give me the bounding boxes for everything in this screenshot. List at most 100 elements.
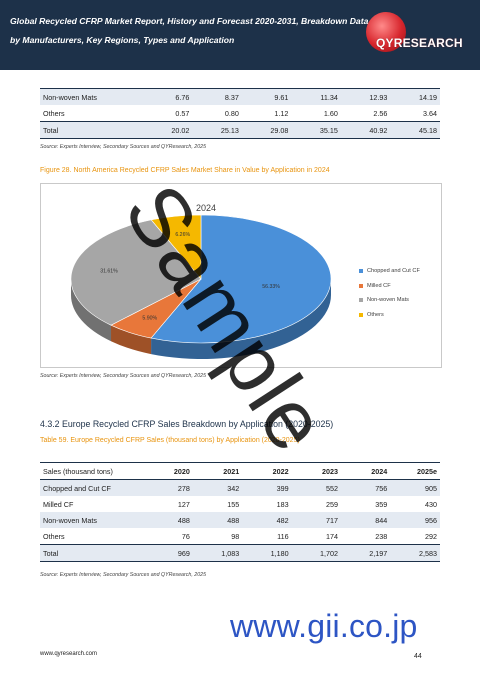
table-cell: 956 — [390, 512, 440, 528]
table-row: Non-woven Mats 488 488 482 717 844 956 — [40, 512, 440, 528]
table-cell: 20.02 — [142, 121, 193, 139]
table-cell: 11.34 — [291, 88, 341, 105]
column-header: 2024 — [340, 462, 391, 480]
table-row: Others 0.57 0.80 1.12 1.60 2.56 3.64 — [40, 105, 440, 122]
row-label: Total — [40, 544, 144, 562]
table-cell: 174 — [325, 531, 338, 541]
table-cell: 2,583 — [390, 544, 440, 562]
table-cell: 12.93 — [340, 88, 391, 105]
table-cell: 1.60 — [323, 108, 338, 118]
table-cell: 399 — [242, 479, 292, 496]
legend-item: Others — [359, 308, 420, 323]
table-cell: 8.37 — [192, 88, 242, 105]
column-header: 2023 — [291, 462, 341, 480]
pie-slice-non-woven-mats — [70, 219, 202, 326]
figure-caption: Figure 28. North America Recycled CFRP S… — [40, 167, 330, 174]
table-cell: 3.64 — [423, 108, 437, 118]
table-cell: 717 — [291, 512, 341, 528]
table-cell: 2.56 — [373, 108, 388, 118]
table-cell: 1.12 — [274, 108, 289, 118]
table-row: Total 20.02 25.13 29.08 35.15 40.92 45.18 — [40, 121, 440, 139]
chart-legend: Chopped and Cut CF Milled CF Non-woven Mat… — [359, 264, 420, 322]
row-label: Non-woven Mats — [40, 512, 144, 528]
sales-table-source-note: Source: Experts Interview, Secondary Sou… — [40, 572, 207, 578]
table-cell: 1,083 — [192, 544, 243, 562]
row-label: Others — [43, 531, 65, 541]
legend-swatch — [359, 269, 363, 274]
table-cell: 552 — [291, 479, 341, 496]
table-cell: 430 — [425, 499, 437, 509]
table-cell: 45.18 — [390, 121, 440, 139]
table-cell: 1,180 — [242, 544, 292, 562]
table-cell: 35.15 — [291, 121, 341, 139]
table-cell: 488 — [143, 512, 193, 528]
table-row: Milled CF 127 155 183 259 359 430 — [40, 496, 440, 512]
legend-item: Chopped and Cut CF — [359, 264, 420, 279]
column-header: 2025e — [390, 462, 440, 480]
table-cell: 25.13 — [192, 121, 242, 139]
legend-item: Non-woven Mats — [359, 293, 420, 308]
row-label: Milled CF — [43, 499, 74, 509]
pie-slice-others — [150, 214, 202, 280]
section-heading: 4.3.2 Europe Recycled CFRP Sales Breakdo… — [40, 419, 334, 429]
table-cell: 76 — [181, 531, 190, 541]
column-header: 2021 — [192, 462, 243, 480]
table-cell: 98 — [231, 531, 240, 541]
column-header: 2022 — [242, 462, 292, 480]
legend-label: Milled CF — [367, 282, 391, 289]
row-label: Non-woven Mats — [40, 88, 143, 105]
qyresearch-logo: QYRESEARCH — [364, 12, 470, 58]
pie-data-label: 5.90% — [142, 316, 157, 322]
table-cell: 259 — [325, 499, 338, 509]
table-row: Non-woven Mats 6.76 8.37 9.61 11.34 12.93 14.1… — [40, 88, 440, 105]
table-row: Chopped and Cut CF 278 342 399 552 756 905 — [40, 479, 440, 496]
legend-swatch — [359, 298, 363, 303]
table-cell: 488 — [192, 512, 243, 528]
logo-text: QYRESEARCH — [376, 36, 463, 50]
report-header: Global Recycled CFRP Market Report, Hist… — [0, 0, 480, 70]
pie-data-label: 6.26% — [175, 232, 190, 238]
table-cell: 29.08 — [241, 121, 292, 139]
table-cell: 2,197 — [340, 544, 391, 562]
pie-chart-panel: 2024 56.33% 5.90% 31.61% 6.26% Chopped and … — [40, 183, 442, 368]
table-cell: 9.61 — [241, 88, 292, 105]
table-cell: 278 — [143, 479, 193, 496]
row-label: Total — [40, 121, 143, 139]
figure-source-note: Source: Experts Interview, Secondary Sou… — [40, 373, 207, 379]
table-cell: 155 — [227, 499, 240, 509]
table-row: Total 969 1,083 1,180 1,702 2,197 2,583 — [40, 544, 440, 562]
table-cell: 127 — [177, 499, 190, 509]
pie-chart: 56.33% 5.90% 31.61% 6.26% — [70, 214, 332, 359]
pie-slice-side — [71, 279, 112, 342]
pie-data-label: 56.33% — [262, 284, 280, 290]
continued-value-table: Non-woven Mats 6.76 8.37 9.61 11.34 12.93 14.1… — [40, 88, 440, 139]
footer-url: www.qyresearch.com — [40, 651, 98, 657]
europe-sales-table: Sales (thousand tons) 2020 2021 2022 2023 202… — [40, 462, 440, 562]
table-cell: 342 — [192, 479, 243, 496]
table-cell: 969 — [143, 544, 193, 562]
table-source-note: Source: Experts Interview, Secondary Sou… — [40, 144, 207, 150]
logo-globe-icon — [366, 12, 406, 52]
table-cell: 905 — [390, 479, 440, 496]
gii-watermark: www.gii.co.jp — [230, 608, 418, 644]
legend-swatch — [359, 312, 363, 317]
pie-slice-side — [111, 325, 152, 355]
table-cell: 292 — [425, 531, 437, 541]
chart-title: 2024 — [195, 203, 217, 213]
legend-label: Chopped and Cut CF — [367, 268, 420, 275]
legend-label: Others — [367, 311, 384, 318]
pie-data-label: 31.61% — [100, 268, 118, 274]
table-cell: 6.76 — [142, 88, 193, 105]
legend-item: Milled CF — [359, 279, 420, 294]
page-number: 44 — [414, 653, 422, 660]
legend-label: Non-woven Mats — [367, 297, 409, 304]
table-cell: 14.19 — [390, 88, 440, 105]
table-cell: 40.92 — [340, 121, 391, 139]
table-caption: Table 59. Europe Recycled CFRP Sales (th… — [40, 437, 300, 444]
table-cell: 0.80 — [224, 108, 239, 118]
legend-swatch — [359, 283, 363, 288]
table-cell: 238 — [375, 531, 388, 541]
report-title: Global Recycled CFRP Market Report, Hist… — [10, 16, 369, 45]
table-cell: 482 — [242, 512, 292, 528]
row-label: Chopped and Cut CF — [40, 479, 144, 496]
